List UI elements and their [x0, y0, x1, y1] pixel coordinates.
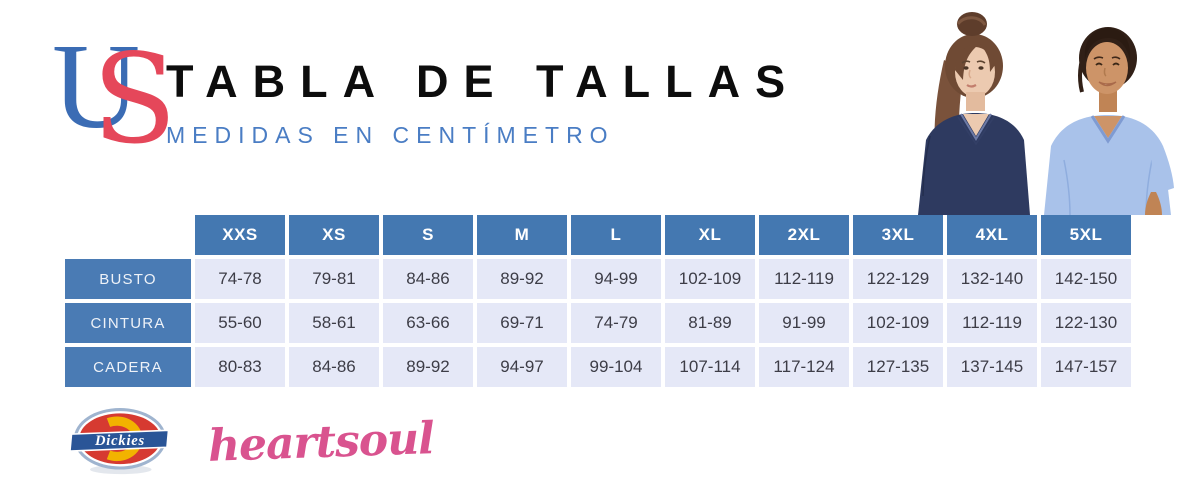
cell-cadera-xs: 84-86	[289, 347, 379, 387]
cell-cadera-l: 99-104	[571, 347, 661, 387]
page-title: TABLA DE TALLAS	[166, 56, 801, 107]
cell-cintura-xs: 58-61	[289, 303, 379, 343]
brand-logos-row: Dickies heartsoul	[70, 400, 435, 485]
column-header-3xl: 3XL	[853, 215, 943, 255]
cell-busto-3xl: 122-129	[853, 259, 943, 299]
cell-busto-5xl: 142-150	[1041, 259, 1131, 299]
table-corner-cell	[65, 215, 191, 255]
logo-letter-u: U	[52, 19, 141, 154]
cell-cintura-5xl: 122-130	[1041, 303, 1131, 343]
cell-cadera-xl: 107-114	[665, 347, 755, 387]
column-header-m: M	[477, 215, 567, 255]
cell-cadera-xxs: 80-83	[195, 347, 285, 387]
cell-busto-xs: 79-81	[289, 259, 379, 299]
cell-cintura-3xl: 102-109	[853, 303, 943, 343]
title-block: TABLA DE TALLAS MEDIDAS EN CENTÍMETRO	[166, 56, 800, 149]
column-header-xxs: XXS	[195, 215, 285, 255]
cell-busto-xxs: 74-78	[195, 259, 285, 299]
column-header-2xl: 2XL	[759, 215, 849, 255]
model-ceil-blue-scrubs	[1044, 27, 1174, 215]
heartsoul-logo: heartsoul	[207, 413, 435, 472]
dickies-logo: Dickies	[70, 407, 170, 474]
column-header-l: L	[571, 215, 661, 255]
cell-cadera-5xl: 147-157	[1041, 347, 1131, 387]
cell-cadera-2xl: 117-124	[759, 347, 849, 387]
cell-cintura-m: 69-71	[477, 303, 567, 343]
cell-busto-2xl: 112-119	[759, 259, 849, 299]
cell-busto-s: 84-86	[383, 259, 473, 299]
size-table: XXS XS S M L XL 2XL 3XL 4XL 5XL BUSTO 74…	[65, 215, 1131, 387]
row-label-cadera: CADERA	[65, 347, 191, 387]
column-header-5xl: 5XL	[1041, 215, 1131, 255]
cell-busto-l: 94-99	[571, 259, 661, 299]
cell-cintura-s: 63-66	[383, 303, 473, 343]
cell-cintura-l: 74-79	[571, 303, 661, 343]
cell-cadera-4xl: 137-145	[947, 347, 1037, 387]
cell-busto-m: 89-92	[477, 259, 567, 299]
cell-cintura-xxs: 55-60	[195, 303, 285, 343]
cell-busto-4xl: 132-140	[947, 259, 1037, 299]
cell-cintura-2xl: 91-99	[759, 303, 849, 343]
logo-letter-s: S	[92, 28, 177, 172]
cell-busto-xl: 102-109	[665, 259, 755, 299]
cell-cadera-3xl: 127-135	[853, 347, 943, 387]
column-header-4xl: 4XL	[947, 215, 1037, 255]
row-label-cintura: CINTURA	[65, 303, 191, 343]
cell-cintura-4xl: 112-119	[947, 303, 1037, 343]
dickies-logo-text: Dickies	[94, 432, 145, 448]
page-subtitle: MEDIDAS EN CENTÍMETRO	[166, 122, 615, 148]
column-header-xs: XS	[289, 215, 379, 255]
column-header-s: S	[383, 215, 473, 255]
us-brand-logo: U S	[52, 19, 177, 174]
cell-cadera-s: 89-92	[383, 347, 473, 387]
models-photo	[918, 12, 1174, 215]
model-navy-scrubs	[918, 12, 1030, 215]
column-header-xl: XL	[665, 215, 755, 255]
row-label-busto: BUSTO	[65, 259, 191, 299]
cell-cintura-xl: 81-89	[665, 303, 755, 343]
cell-cadera-m: 94-97	[477, 347, 567, 387]
